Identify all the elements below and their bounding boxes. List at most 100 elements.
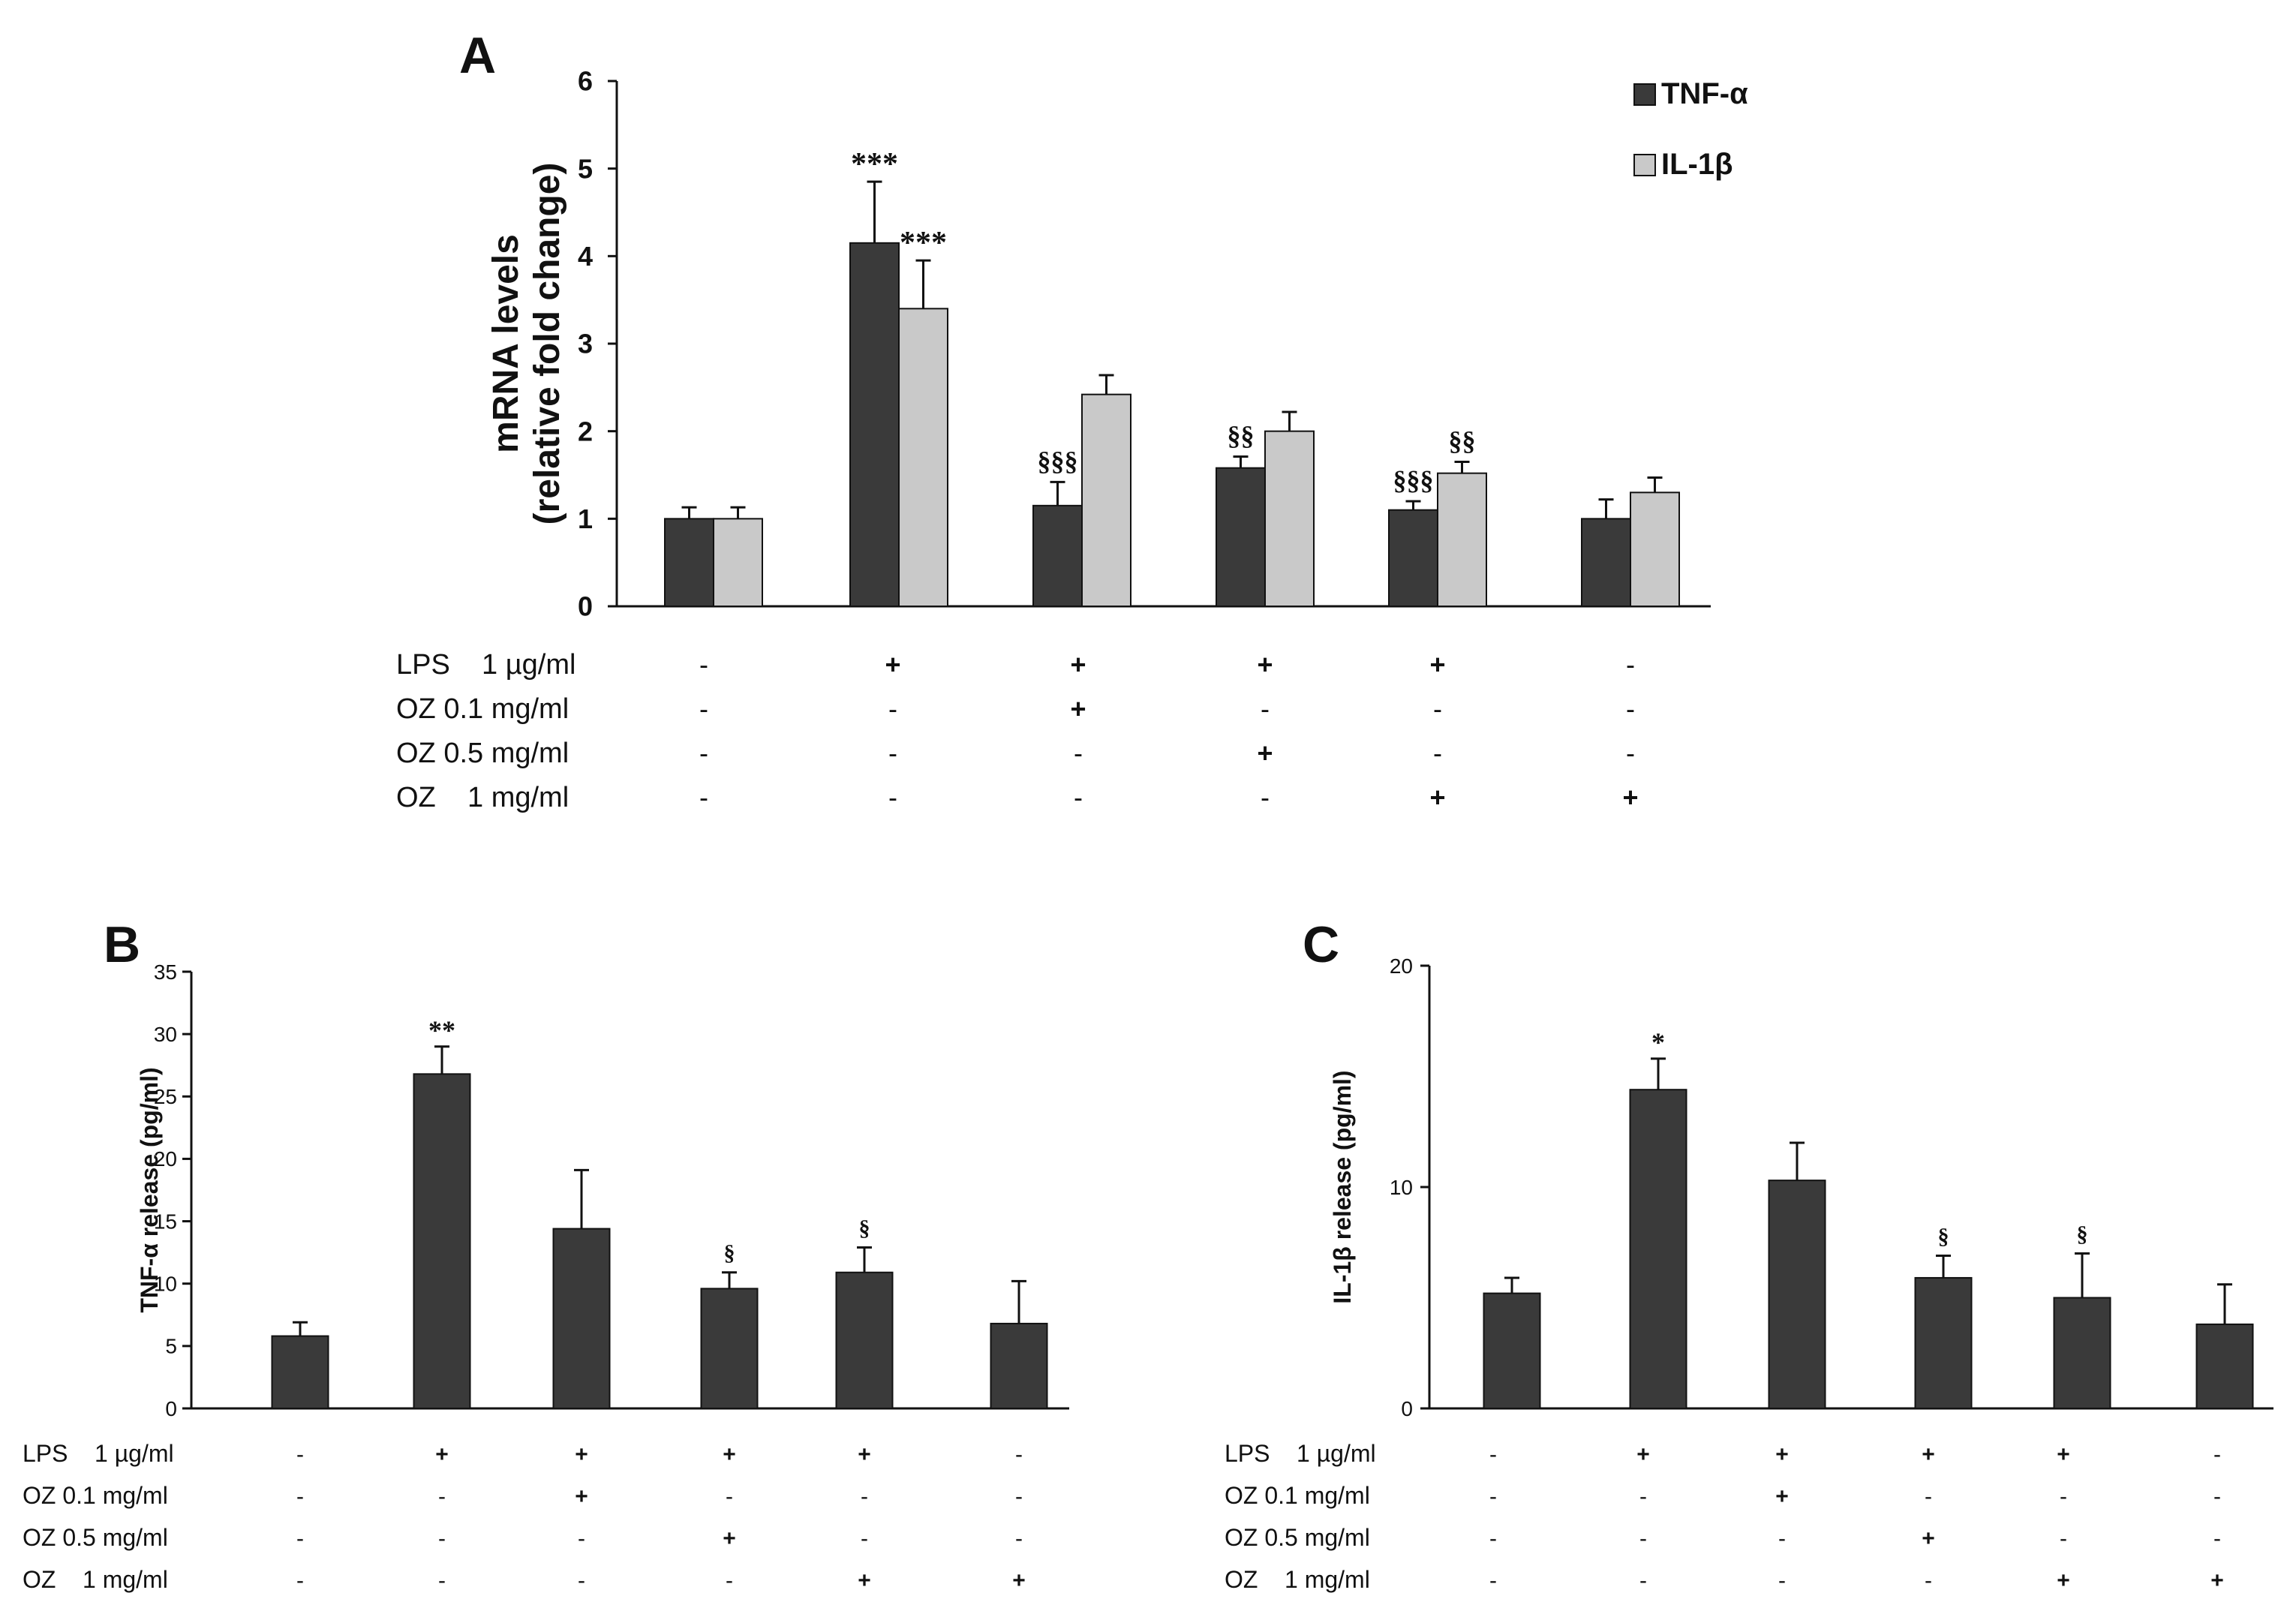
condition-minus: - bbox=[578, 1526, 585, 1551]
bar-tnf--2 bbox=[849, 242, 900, 607]
condition-minus: - bbox=[2213, 1526, 2221, 1551]
condition-plus: + bbox=[723, 1526, 736, 1551]
bar-tnf-release-1 bbox=[271, 1335, 329, 1410]
condition-plus: + bbox=[575, 1484, 588, 1509]
bar-il-1--4 bbox=[1264, 430, 1315, 608]
condition-plus: + bbox=[435, 1442, 449, 1467]
significance-section-mark: § bbox=[1938, 1224, 1949, 1249]
condition-minus: - bbox=[1261, 782, 1270, 813]
condition-plus: + bbox=[575, 1442, 588, 1467]
condition-minus: - bbox=[296, 1568, 304, 1593]
y-axis-label: IL-1β release (pg/ml) bbox=[1329, 1070, 1356, 1303]
condition-minus: - bbox=[1489, 1484, 1497, 1509]
condition-plus: + bbox=[1922, 1526, 1935, 1551]
condition-minus: - bbox=[1015, 1526, 1023, 1551]
significance-section-mark: §§§ bbox=[1393, 465, 1434, 495]
condition-minus: - bbox=[438, 1526, 446, 1551]
condition-minus: - bbox=[861, 1484, 868, 1509]
condition-minus: - bbox=[861, 1526, 868, 1551]
y-tick-label: 0 bbox=[578, 591, 593, 622]
chart-b: 0 5 10 15 20 25 30 35 TNF-α release (pg/ml) ** § § L… bbox=[23, 960, 1069, 1593]
condition-label: OZ 0.1 mg/ml bbox=[23, 1482, 168, 1509]
y-tick-label: 6 bbox=[578, 66, 593, 97]
condition-minus: - bbox=[438, 1484, 446, 1509]
y-tick-label: 0 bbox=[165, 1397, 177, 1420]
legend-label-2: IL-1β bbox=[1661, 148, 1733, 181]
condition-minus: - bbox=[699, 649, 708, 680]
y-tick-label: 25 bbox=[154, 1085, 177, 1108]
condition-plus: + bbox=[1070, 649, 1086, 680]
condition-minus: - bbox=[726, 1568, 733, 1593]
y-axis-label: TNF-α release (pg/ml) bbox=[136, 1067, 163, 1312]
condition-minus: - bbox=[888, 782, 897, 813]
chart-a: 0 1 2 3 4 5 6 mRNA levels (relative fold change)… bbox=[396, 66, 1748, 813]
condition-plus: + bbox=[1775, 1484, 1789, 1509]
panel-a-letter: A bbox=[459, 27, 496, 84]
condition-minus: - bbox=[1015, 1442, 1023, 1467]
condition-label: LPS 1 µg/ml bbox=[396, 649, 576, 681]
significance-section-mark: § bbox=[859, 1216, 870, 1240]
y-tick-label: 0 bbox=[1401, 1397, 1413, 1420]
condition-label: OZ 0.5 mg/ml bbox=[23, 1524, 168, 1551]
bar-il-1--5 bbox=[1437, 472, 1487, 608]
bar-tnf--1 bbox=[664, 518, 714, 607]
bar-tnf--3 bbox=[1032, 504, 1083, 607]
significance-section-mark: § bbox=[724, 1241, 735, 1266]
condition-label: OZ 0.5 mg/ml bbox=[396, 738, 569, 769]
condition-minus: - bbox=[726, 1484, 733, 1509]
panel-c-letter: C bbox=[1303, 916, 1339, 973]
condition-minus: - bbox=[699, 782, 708, 813]
condition-plus: + bbox=[2210, 1568, 2224, 1593]
condition-plus: + bbox=[1775, 1442, 1789, 1467]
condition-plus: + bbox=[1636, 1442, 1650, 1467]
condition-plus: + bbox=[858, 1568, 871, 1593]
bar-tnf-release-2 bbox=[413, 1073, 471, 1409]
condition-plus: + bbox=[1429, 782, 1445, 813]
significance-section-mark: § bbox=[2077, 1222, 2088, 1247]
bar-tnf-release-4 bbox=[700, 1288, 759, 1410]
condition-plus: + bbox=[1922, 1442, 1935, 1467]
condition-minus: - bbox=[1626, 738, 1635, 768]
condition-minus: - bbox=[438, 1568, 446, 1593]
condition-minus: - bbox=[1489, 1526, 1497, 1551]
condition-minus: - bbox=[2060, 1526, 2067, 1551]
condition-label: OZ 1 mg/ml bbox=[1225, 1566, 1370, 1593]
y-tick-label: 10 bbox=[154, 1273, 177, 1296]
significance-stars: *** bbox=[851, 147, 898, 182]
condition-minus: - bbox=[1925, 1568, 1932, 1593]
y-tick-label: 20 bbox=[1390, 954, 1413, 978]
condition-minus: - bbox=[1015, 1484, 1023, 1509]
condition-plus: + bbox=[1622, 782, 1638, 813]
significance-section-mark: §§ bbox=[1449, 426, 1476, 456]
condition-label: OZ 0.5 mg/ml bbox=[1225, 1524, 1370, 1551]
condition-minus: - bbox=[1639, 1526, 1647, 1551]
condition-plus: + bbox=[1257, 738, 1273, 768]
legend-label-1: TNF-α bbox=[1661, 77, 1748, 110]
condition-plus: + bbox=[1070, 693, 1086, 724]
condition-label: OZ 1 mg/ml bbox=[23, 1566, 168, 1593]
condition-minus: - bbox=[1433, 738, 1442, 768]
y-tick-label: 4 bbox=[578, 241, 593, 272]
y-axis-label-line2: (relative fold change) bbox=[527, 163, 567, 525]
significance-section-mark: §§ bbox=[1228, 421, 1255, 451]
bar-il-1--6 bbox=[1630, 491, 1680, 607]
bar-il-1-release-2 bbox=[1629, 1089, 1687, 1409]
y-tick-label: 35 bbox=[154, 960, 177, 984]
condition-minus: - bbox=[1074, 738, 1083, 768]
condition-minus: - bbox=[578, 1568, 585, 1593]
condition-minus: - bbox=[1489, 1442, 1497, 1467]
bar-il-1-release-3 bbox=[1768, 1180, 1826, 1410]
condition-minus: - bbox=[1489, 1568, 1497, 1593]
condition-plus: + bbox=[885, 649, 900, 680]
condition-minus: - bbox=[1626, 693, 1635, 724]
condition-plus: + bbox=[2057, 1568, 2070, 1593]
condition-minus: - bbox=[2213, 1442, 2221, 1467]
condition-plus: + bbox=[1012, 1568, 1026, 1593]
condition-plus: + bbox=[723, 1442, 736, 1467]
bar-il-1--2 bbox=[898, 308, 948, 607]
condition-minus: - bbox=[1626, 649, 1635, 680]
condition-label: LPS 1 µg/ml bbox=[23, 1440, 174, 1467]
condition-label: LPS 1 µg/ml bbox=[1225, 1440, 1376, 1467]
legend-swatch-2 bbox=[1633, 154, 1656, 176]
